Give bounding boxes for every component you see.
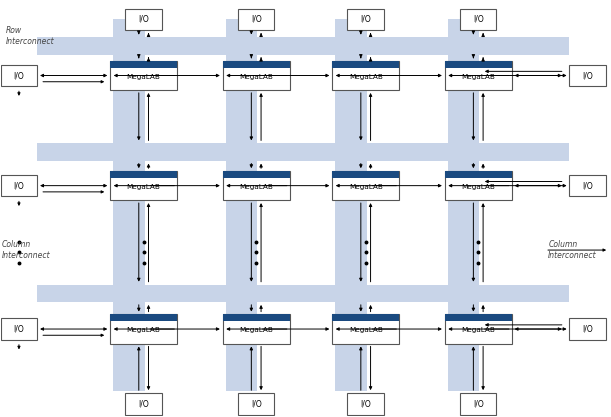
Bar [238, 393, 274, 414]
Bar [37, 143, 569, 161]
Text: I/O: I/O [13, 324, 24, 334]
Text: I/O: I/O [138, 15, 149, 24]
Bar [348, 9, 384, 30]
Text: Column
Interconnect: Column Interconnect [2, 240, 51, 260]
Bar [445, 61, 511, 90]
Text: I/O: I/O [13, 181, 24, 190]
Text: I/O: I/O [360, 399, 371, 408]
Bar [223, 61, 290, 68]
Bar [223, 61, 290, 90]
Text: I/O: I/O [13, 71, 24, 80]
Bar [448, 20, 480, 392]
Bar [223, 171, 290, 200]
Text: MegaLAB: MegaLAB [126, 184, 161, 190]
Bar [110, 61, 177, 68]
Bar [335, 20, 367, 392]
Text: I/O: I/O [582, 324, 593, 334]
Bar [460, 393, 497, 414]
Bar [445, 171, 511, 200]
Bar [110, 171, 177, 200]
Bar [332, 314, 399, 321]
Bar [332, 171, 399, 178]
Bar [332, 171, 399, 200]
Bar [445, 61, 511, 68]
Bar [332, 314, 399, 344]
Text: MegaLAB: MegaLAB [349, 184, 382, 190]
Bar [223, 171, 290, 178]
Bar [110, 314, 177, 344]
Bar [125, 9, 162, 30]
Bar [332, 61, 399, 90]
Text: Column
Interconnect: Column Interconnect [548, 240, 597, 260]
Text: I/O: I/O [251, 399, 262, 408]
Bar [37, 284, 569, 302]
Bar [113, 20, 145, 392]
Bar [37, 37, 569, 55]
Bar [110, 61, 177, 90]
Text: MegaLAB: MegaLAB [240, 74, 273, 80]
Text: I/O: I/O [473, 15, 484, 24]
Text: I/O: I/O [360, 15, 371, 24]
Bar [569, 175, 606, 196]
Bar [223, 314, 290, 344]
Bar [125, 393, 162, 414]
Text: MegaLAB: MegaLAB [461, 327, 495, 333]
Text: I/O: I/O [582, 71, 593, 80]
Text: MegaLAB: MegaLAB [126, 74, 161, 80]
Bar [445, 171, 511, 178]
Text: I/O: I/O [473, 399, 484, 408]
Bar [1, 318, 37, 340]
Bar [332, 61, 399, 68]
Bar [1, 65, 37, 86]
Bar [110, 314, 177, 321]
Text: MegaLAB: MegaLAB [461, 74, 495, 80]
Text: I/O: I/O [582, 181, 593, 190]
Text: MegaLAB: MegaLAB [126, 327, 161, 333]
Text: I/O: I/O [251, 15, 262, 24]
Text: MegaLAB: MegaLAB [240, 184, 273, 190]
Bar [226, 20, 257, 392]
Text: I/O: I/O [138, 399, 149, 408]
Text: MegaLAB: MegaLAB [461, 184, 495, 190]
Text: MegaLAB: MegaLAB [349, 327, 382, 333]
Text: MegaLAB: MegaLAB [240, 327, 273, 333]
Bar [348, 393, 384, 414]
Text: MegaLAB: MegaLAB [349, 74, 382, 80]
Bar [460, 9, 497, 30]
Bar [445, 314, 511, 344]
Bar [238, 9, 274, 30]
Bar [569, 65, 606, 86]
Bar [110, 171, 177, 178]
Text: Row
Interconnect: Row Interconnect [5, 26, 54, 46]
Bar [223, 314, 290, 321]
Bar [1, 175, 37, 196]
Bar [445, 314, 511, 321]
Bar [569, 318, 606, 340]
